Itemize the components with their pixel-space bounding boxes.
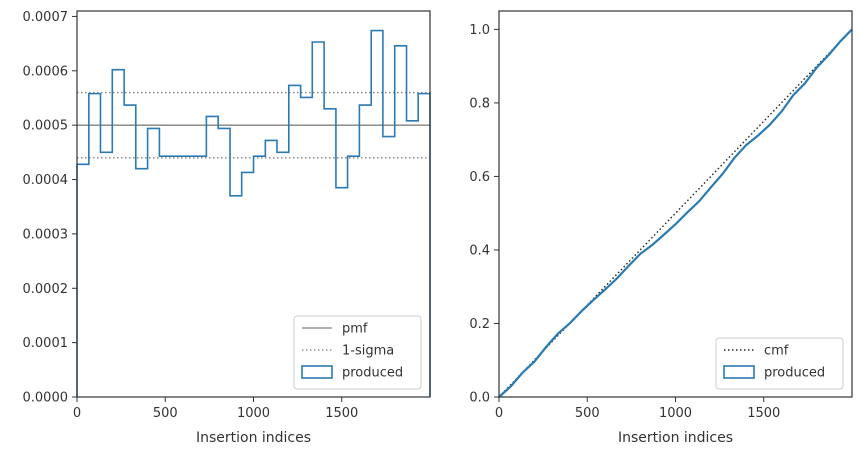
produced-cumulative-line — [498, 28, 853, 398]
x-axis-title: Insertion indices — [196, 430, 311, 446]
x-tick-label: 500 — [575, 406, 600, 421]
legend-label-1-sigma: 1-sigma — [342, 344, 394, 359]
y-tick-label: 0.8 — [469, 96, 490, 111]
legend-label-pmf: pmf — [342, 322, 368, 337]
y-tick-label: 0.0004 — [23, 173, 69, 188]
y-tick-label: 0.0007 — [23, 10, 69, 25]
y-tick-label: 1.0 — [469, 23, 490, 38]
legend-box — [715, 337, 844, 390]
y-tick-label: 0.4 — [469, 243, 490, 258]
y-tick-label: 0.0001 — [23, 336, 69, 351]
legend-box — [293, 315, 422, 390]
legend-label-produced: produced — [342, 366, 403, 381]
y-tick-label: 0.0002 — [23, 282, 69, 297]
x-axis-title: Insertion indices — [618, 430, 733, 446]
legend: cmf produced — [715, 337, 844, 390]
legend-label-produced: produced — [764, 366, 825, 381]
y-tick-label: 0.0006 — [23, 64, 69, 79]
y-tick-label: 0.2 — [469, 317, 490, 332]
x-tick-label: 1000 — [237, 406, 270, 421]
legend-label-cmf: cmf — [764, 344, 789, 359]
legend-produced-handle — [723, 365, 755, 379]
y-tick-label: 0.0005 — [23, 119, 69, 134]
x-tick-label: 1500 — [325, 406, 358, 421]
y-tick-label: 0.0 — [469, 391, 490, 406]
x-tick-label: 1500 — [747, 406, 780, 421]
legend: pmf 1-sigma produced — [293, 315, 422, 390]
legend-produced-handle — [301, 365, 333, 379]
x-tick-label: 500 — [153, 406, 178, 421]
cmf-line — [498, 28, 853, 398]
x-tick-label: 1000 — [659, 406, 692, 421]
y-tick-label: 0.0000 — [23, 391, 69, 406]
produced-step-histogram — [76, 29, 431, 397]
cmf-panel: 0 500 1000 1500 0.0 0.2 0.4 0.6 0.8 1.0 Insertion … — [469, 10, 853, 446]
x-tick-label: 0 — [495, 406, 503, 421]
pmf-panel: 0 500 1000 1500 0.0000 0.0001 0.0002 0.0003 0.00… — [23, 10, 431, 446]
y-tick-label: 0.0003 — [23, 227, 69, 242]
x-tick-label: 0 — [73, 406, 81, 421]
y-tick-label: 0.6 — [469, 170, 490, 185]
